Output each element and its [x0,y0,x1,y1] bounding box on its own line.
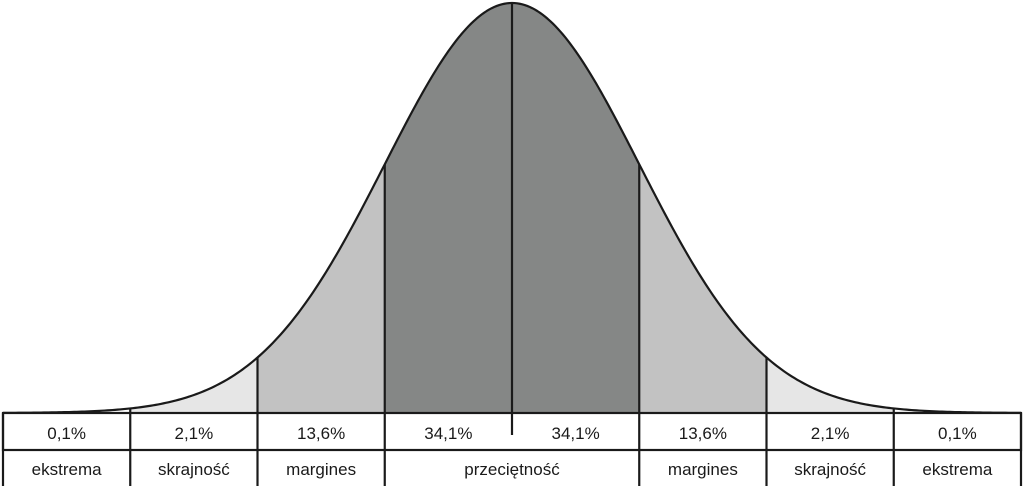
percent-label-6: 2,1% [811,424,850,443]
category-label-6: ekstrema [922,460,992,479]
category-label-5: skrajność [794,460,866,479]
curve-area-4 [512,3,640,413]
curve-area-1 [130,357,258,413]
category-label-1: skrajność [158,460,230,479]
percent-label-1: 2,1% [175,424,214,443]
percent-label-5: 13,6% [679,424,727,443]
curve-area-6 [766,357,894,413]
percent-label-4: 34,1% [552,424,600,443]
percent-label-0: 0,1% [47,424,86,443]
curve-divider-group [129,3,895,413]
category-label-4: margines [668,460,738,479]
category-label-2: margines [286,460,356,479]
percent-label-3: 34,1% [424,424,472,443]
table-group [1,411,1023,486]
category-label-0: ekstrema [32,460,102,479]
bell-curve-line [2,1,1022,414]
table-text-group: 0,1% 2,1% 13,6% 34,1% 34,1% 13,6% 2,1% 0,1% ekst… [32,424,993,479]
percent-label-2: 13,6% [297,424,345,443]
percent-label-7: 0,1% [938,424,977,443]
category-label-3: przeciętność [464,460,560,479]
curve-line-group [2,1,1022,414]
curve-area-3 [384,3,512,413]
